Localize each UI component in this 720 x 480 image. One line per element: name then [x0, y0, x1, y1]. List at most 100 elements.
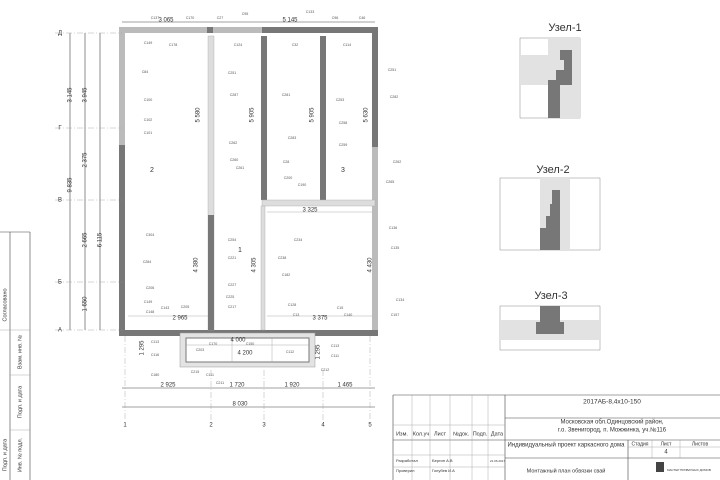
pile-mark: С221	[228, 256, 237, 260]
pile-mark: С15	[337, 306, 344, 310]
node-details	[499, 37, 601, 351]
pile-mark: С101	[144, 131, 153, 135]
pile-mark: С27	[217, 16, 224, 20]
pile-mark: С13	[293, 313, 300, 317]
axis-label: 5	[368, 423, 372, 429]
title-block-text: Листов	[692, 441, 709, 447]
axis-label: 1	[123, 423, 127, 429]
pile-mark: С260	[230, 158, 239, 162]
dimension-label: 2 665	[83, 232, 89, 248]
pile-mark: С134	[396, 298, 405, 302]
pile-mark: С234	[294, 238, 303, 242]
pile-mark: С304	[146, 233, 155, 237]
dimension-label: 3 145	[68, 87, 74, 103]
node-title: Узел-1	[548, 22, 581, 34]
title-block-text: Голубев И.А	[432, 468, 455, 473]
pile-mark: С211	[216, 381, 224, 385]
axis-label: В	[58, 198, 62, 204]
title-block-text: 2017АБ-8,4х10-150	[583, 399, 641, 406]
pile-mark: С150	[246, 342, 255, 346]
pile-mark: С112	[286, 350, 294, 354]
stamp-label: Подп. и дата	[17, 385, 23, 418]
axis-label: Б	[58, 280, 62, 286]
dimension-label: 1 295	[316, 344, 322, 360]
dimension-label: 9 835	[68, 177, 74, 193]
room-number: 3	[341, 167, 345, 174]
pile-mark: С149	[144, 300, 153, 304]
dimension-label: 5 905	[310, 107, 316, 123]
stamp-label: Согласовано	[2, 288, 8, 321]
dimension-label: 1 465	[337, 383, 353, 389]
pile-mark: С102	[144, 118, 153, 122]
pile-mark: С84	[142, 70, 149, 74]
pile-mark: С215	[191, 370, 200, 374]
dimension-label: 4 000	[230, 338, 246, 344]
dimension-label: 2 965	[172, 316, 188, 322]
pile-mark: С170	[186, 16, 195, 20]
pile-mark: С114	[343, 43, 351, 47]
title-block-col: Дата	[491, 431, 504, 437]
axis-label: 2	[209, 423, 213, 429]
pile-mark: С284	[143, 260, 152, 264]
axis-label: 3	[262, 423, 266, 429]
title-block-text: Лист	[661, 441, 673, 447]
dimension-label: 3 945	[83, 87, 89, 103]
title-block-text: Индивидуальный проект каркасного дома	[508, 442, 626, 449]
pile-mark: С113	[331, 344, 339, 348]
room-number: 2	[150, 167, 154, 174]
pile-mark: С261	[236, 166, 245, 170]
pile-mark: С251	[228, 71, 237, 75]
plan-walls	[119, 27, 378, 368]
pile-mark: С133	[306, 10, 315, 14]
node-title: Узел-3	[534, 290, 567, 302]
pile-mark: С149	[144, 41, 153, 45]
title-block-text: Монтажный план обвязки свай	[527, 467, 606, 474]
dimension-label: 2 925	[160, 383, 176, 389]
pile-mark: С251	[388, 68, 397, 72]
pile-mark: С32	[292, 43, 299, 47]
pile-mark: С265	[386, 180, 395, 184]
dimension-label: 3 065	[158, 18, 174, 24]
pile-mark: С203	[196, 348, 205, 352]
title-block-text: Стадия	[631, 441, 648, 447]
title-block-col: №док.	[453, 431, 470, 437]
dimension-label: 4 430	[368, 257, 374, 273]
pile-mark: С254	[228, 238, 237, 242]
dimension-label: 5 905	[250, 107, 256, 123]
stamp-label: Инв. № подл.	[17, 437, 23, 472]
pile-mark: С178	[169, 43, 178, 47]
pile-mark: С182	[282, 273, 291, 277]
pile-mark: С170	[209, 342, 218, 346]
pile-mark: С281	[282, 93, 291, 97]
pile-mark: С212	[321, 368, 330, 372]
pile-mark: С28	[283, 160, 290, 164]
title-block-text: Бергин А.В	[432, 458, 453, 463]
pile-mark: С200	[284, 176, 293, 180]
node-title: Узел-2	[536, 164, 569, 176]
pile-mark: С95	[242, 12, 249, 16]
pile-mark: С262	[393, 160, 402, 164]
pile-mark: С259	[339, 143, 348, 147]
pile-mark: С128	[288, 303, 297, 307]
pile-mark: С217	[228, 305, 237, 309]
title-block-frame	[392, 394, 720, 480]
dimension-label: 8 030	[232, 402, 248, 408]
dimension-label: 5 145	[282, 18, 298, 24]
stamp-label: Взам. инв. №	[17, 335, 23, 369]
title-block-col: Кол.уч	[413, 431, 430, 437]
pile-mark: С111	[206, 373, 214, 377]
stamp-label: Подп. и дата	[2, 438, 8, 471]
pile-mark: С238	[278, 256, 287, 260]
dimension-label: 1 720	[229, 383, 245, 389]
title-block-text: 21.06.2017	[490, 459, 505, 463]
pile-mark: С157	[391, 313, 400, 317]
dimension-label: 5 580	[196, 107, 202, 123]
pile-mark: С227	[228, 283, 237, 287]
pile-mark: С283	[288, 136, 297, 140]
dimension-lines	[55, 21, 375, 420]
pile-mark: С140	[344, 313, 353, 317]
pile-mark: С111	[331, 354, 339, 358]
dimension-label: 1 650	[83, 296, 89, 312]
pile-mark: С180	[151, 373, 160, 377]
